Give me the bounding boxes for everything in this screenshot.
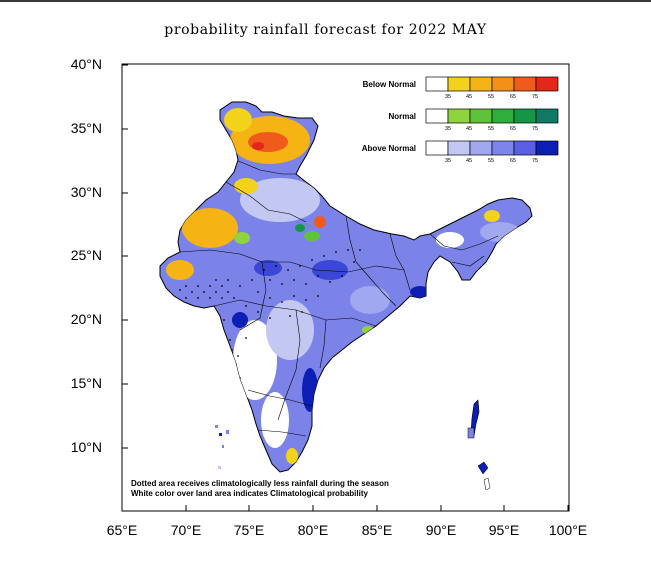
- legend-tick: 55: [487, 94, 495, 100]
- lat-label-40n: 40°N: [70, 56, 102, 72]
- legend-tick: 35: [444, 94, 452, 100]
- legend-swatch: [469, 108, 493, 124]
- legend-tick: 45: [465, 126, 473, 132]
- legend-tick: 55: [487, 158, 495, 164]
- legend-label-below-normal: Below Normal: [362, 80, 416, 89]
- lon-label-70e: 70°E: [170, 522, 202, 538]
- legend-swatch: [469, 76, 493, 92]
- legend-swatch: [513, 140, 537, 156]
- lon-label-100e: 100°E: [548, 522, 588, 538]
- india-landmass: [159, 101, 533, 473]
- lat-label-25n: 25°N: [70, 247, 102, 263]
- lat-label-30n: 30°N: [70, 184, 102, 200]
- below-normal-patch: [166, 260, 194, 280]
- legend-swatch: [535, 140, 559, 156]
- legend-tick: 45: [465, 94, 473, 100]
- light-blue-patch: [350, 286, 390, 314]
- legend-tick: 75: [531, 158, 539, 164]
- lat-label-15n: 15°N: [70, 375, 102, 391]
- legend-row-below-normal: [425, 76, 559, 92]
- legend-row-normal: [425, 108, 559, 124]
- legend-swatch: [469, 140, 493, 156]
- state-boundaries: [179, 159, 499, 437]
- andaman-nicobar-islands: [467, 399, 491, 491]
- below-normal-patch: [248, 132, 288, 152]
- lat-label-10n: 10°N: [70, 439, 102, 455]
- lon-label-90e: 90°E: [425, 522, 457, 538]
- legend-swatch: [447, 108, 471, 124]
- legend-tick: 65: [509, 126, 517, 132]
- legend-tick: 35: [444, 126, 452, 132]
- below-normal-patch: [252, 142, 264, 150]
- legend-swatch: [425, 76, 449, 92]
- white-patch: [233, 320, 277, 400]
- legend-swatch: [513, 76, 537, 92]
- plot-frame: [121, 63, 570, 512]
- note-dotted-area: Dotted area receives climatologically le…: [131, 479, 389, 488]
- legend-swatch: [425, 140, 449, 156]
- legend-swatch: [491, 108, 515, 124]
- legend-tick: 75: [531, 126, 539, 132]
- normal-patch: [234, 232, 250, 244]
- lat-label-35n: 35°N: [70, 120, 102, 136]
- legend-label-normal: Normal: [388, 112, 416, 121]
- map-title: probability rainfall forecast for 2022 M…: [164, 22, 487, 38]
- legend-swatch: [491, 140, 515, 156]
- below-normal-patch: [286, 448, 298, 464]
- below-normal-patch: [182, 208, 238, 248]
- lon-label-80e: 80°E: [297, 522, 329, 538]
- normal-patch: [295, 224, 305, 232]
- legend-tick: 55: [487, 126, 495, 132]
- dark-blue-patch: [410, 286, 430, 298]
- lat-tick-marks: [122, 64, 128, 449]
- lon-label-85e: 85°E: [361, 522, 393, 538]
- legend-tick: 45: [465, 158, 473, 164]
- below-normal-patch: [314, 216, 326, 228]
- lon-label-65e: 65°E: [106, 522, 138, 538]
- legend: [425, 76, 559, 156]
- white-patch: [261, 392, 289, 448]
- legend-tick: 65: [509, 94, 517, 100]
- below-normal-patch: [224, 108, 252, 132]
- legend-swatch: [447, 140, 471, 156]
- dark-blue-patch: [312, 260, 348, 280]
- lon-label-95e: 95°E: [488, 522, 520, 538]
- normal-patch: [304, 231, 320, 241]
- below-normal-patch: [234, 178, 258, 194]
- below-normal-patch: [484, 210, 500, 222]
- lon-tick-marks: [121, 505, 569, 511]
- dark-blue-patch: [254, 260, 282, 276]
- note-white-color: White color over land area indicates Cli…: [131, 489, 368, 498]
- light-blue-patch: [266, 300, 314, 360]
- window-top-border: [0, 0, 651, 2]
- legend-swatch: [513, 108, 537, 124]
- legend-row-above-normal: [425, 140, 559, 156]
- legend-tick: 65: [509, 158, 517, 164]
- lon-label-75e: 75°E: [233, 522, 265, 538]
- white-patch: [436, 232, 464, 248]
- legend-label-above-normal: Above Normal: [361, 144, 416, 153]
- lakshadweep-islands: [215, 425, 229, 469]
- light-blue-patch: [480, 222, 520, 242]
- dark-blue-patch: [232, 312, 248, 328]
- legend-tick: 35: [444, 158, 452, 164]
- legend-tick: 75: [531, 94, 539, 100]
- legend-swatch: [425, 108, 449, 124]
- legend-swatch: [491, 76, 515, 92]
- legend-swatch: [535, 76, 559, 92]
- light-blue-patch: [240, 178, 320, 222]
- normal-patch: [362, 326, 374, 334]
- lat-label-20n: 20°N: [70, 311, 102, 327]
- legend-swatch: [447, 76, 471, 92]
- legend-swatch: [535, 108, 559, 124]
